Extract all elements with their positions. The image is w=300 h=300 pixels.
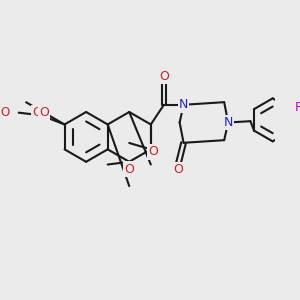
Text: O: O [148, 146, 158, 158]
Text: O: O [159, 70, 169, 83]
Text: O: O [124, 163, 134, 176]
Text: O: O [39, 106, 49, 119]
Text: O: O [0, 106, 10, 119]
Text: O: O [173, 163, 183, 176]
Text: O: O [32, 106, 42, 119]
Text: N: N [179, 98, 188, 111]
Text: F: F [295, 101, 300, 114]
Text: N: N [224, 116, 233, 129]
